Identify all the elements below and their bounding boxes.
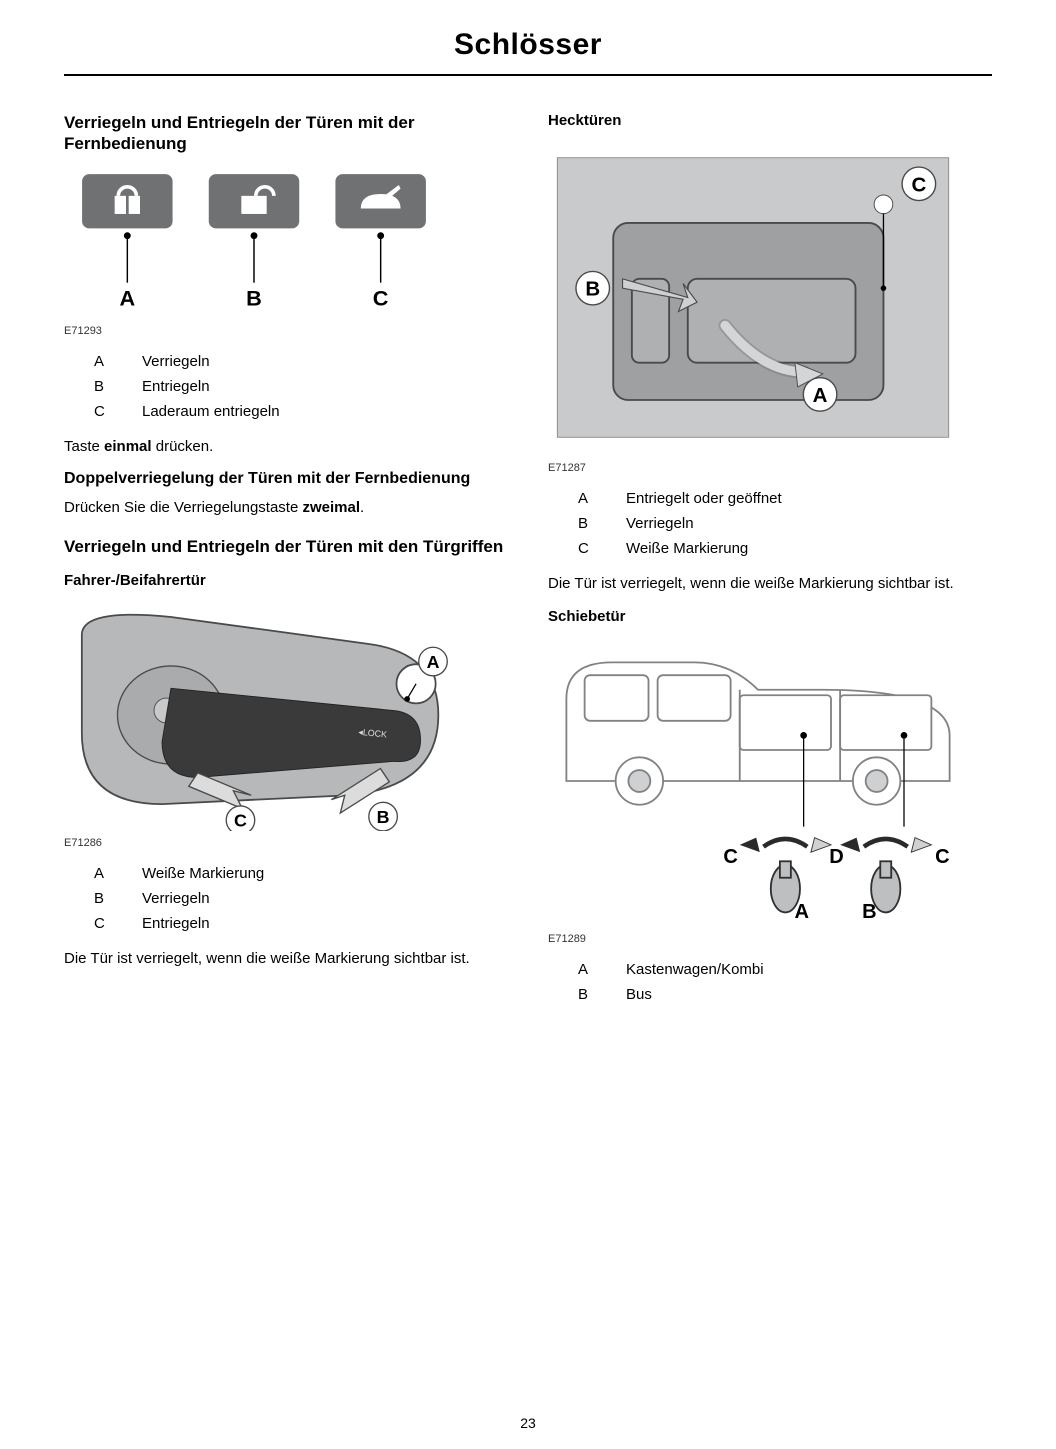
page-title: Schlösser bbox=[64, 0, 992, 76]
svg-text:A: A bbox=[813, 384, 828, 407]
svg-text:B: B bbox=[585, 278, 600, 301]
legend-rear: AEntriegelt oder geöffnet BVerriegeln CW… bbox=[548, 486, 992, 561]
fig-van: C D C A B bbox=[548, 635, 992, 927]
rear-door-svg: C B A bbox=[548, 139, 958, 456]
heading-sliding-door: Schiebetür bbox=[548, 608, 992, 625]
svg-text:A: A bbox=[427, 651, 440, 671]
svg-text:B: B bbox=[862, 901, 877, 923]
press-twice: Drücken Sie die Verriegelungstaste zweim… bbox=[64, 497, 508, 518]
figcap-handle: E71286 bbox=[64, 837, 508, 849]
remote-buttons-svg: A B C bbox=[64, 165, 444, 319]
svg-text:C: C bbox=[935, 846, 950, 868]
figcap-remote: E71293 bbox=[64, 325, 508, 337]
heading-front-door: Fahrer-/Beifahrertür bbox=[64, 572, 508, 589]
fig-rear-door: C B A bbox=[548, 139, 992, 456]
svg-text:C: C bbox=[911, 173, 926, 196]
marker-A: A bbox=[119, 285, 135, 310]
svg-text:C: C bbox=[723, 846, 738, 868]
legend-van: AKastenwagen/Kombi BBus bbox=[548, 957, 992, 1007]
fig-door-handle: ◂LOCK A B C bbox=[64, 599, 508, 831]
door-handle-svg: ◂LOCK A B C bbox=[64, 599, 474, 831]
heading-handles: Verriegeln und Entriegeln der Türen mit … bbox=[64, 536, 508, 557]
right-column: Hecktüren bbox=[548, 112, 992, 1019]
marker-B: B bbox=[246, 285, 262, 310]
svg-text:D: D bbox=[829, 846, 844, 868]
van-svg: C D C A B bbox=[548, 635, 968, 927]
legend-handle: AWeiße Markierung BVerriegeln CEntriegel… bbox=[64, 861, 508, 936]
page-number: 23 bbox=[0, 1415, 1056, 1431]
columns: Verriegeln und Entriegeln der Türen mit … bbox=[64, 112, 992, 1019]
page: Schlösser Verriegeln und Entriegeln der … bbox=[0, 0, 1056, 1449]
heading-rear-doors: Hecktüren bbox=[548, 112, 992, 129]
marker-C: C bbox=[373, 285, 389, 310]
svg-text:C: C bbox=[234, 810, 247, 830]
heading-remote-lock: Verriegeln und Entriegeln der Türen mit … bbox=[64, 112, 508, 155]
svg-text:A: A bbox=[795, 901, 810, 923]
handle-after-text: Die Tür ist verriegelt, wenn die weiße M… bbox=[64, 948, 508, 969]
rear-after-text: Die Tür ist verriegelt, wenn die weiße M… bbox=[548, 573, 992, 594]
figcap-rear: E71287 bbox=[548, 462, 992, 474]
left-column: Verriegeln und Entriegeln der Türen mit … bbox=[64, 112, 508, 1019]
fig-remote-buttons: A B C bbox=[64, 165, 508, 319]
svg-text:B: B bbox=[377, 806, 390, 826]
press-once: Taste einmal drücken. bbox=[64, 436, 508, 457]
heading-double-lock: Doppelverriegelung der Türen mit der Fer… bbox=[64, 469, 508, 490]
legend-remote: AVerriegeln BEntriegeln CLaderaum entrie… bbox=[64, 349, 508, 424]
figcap-van: E71289 bbox=[548, 933, 992, 945]
